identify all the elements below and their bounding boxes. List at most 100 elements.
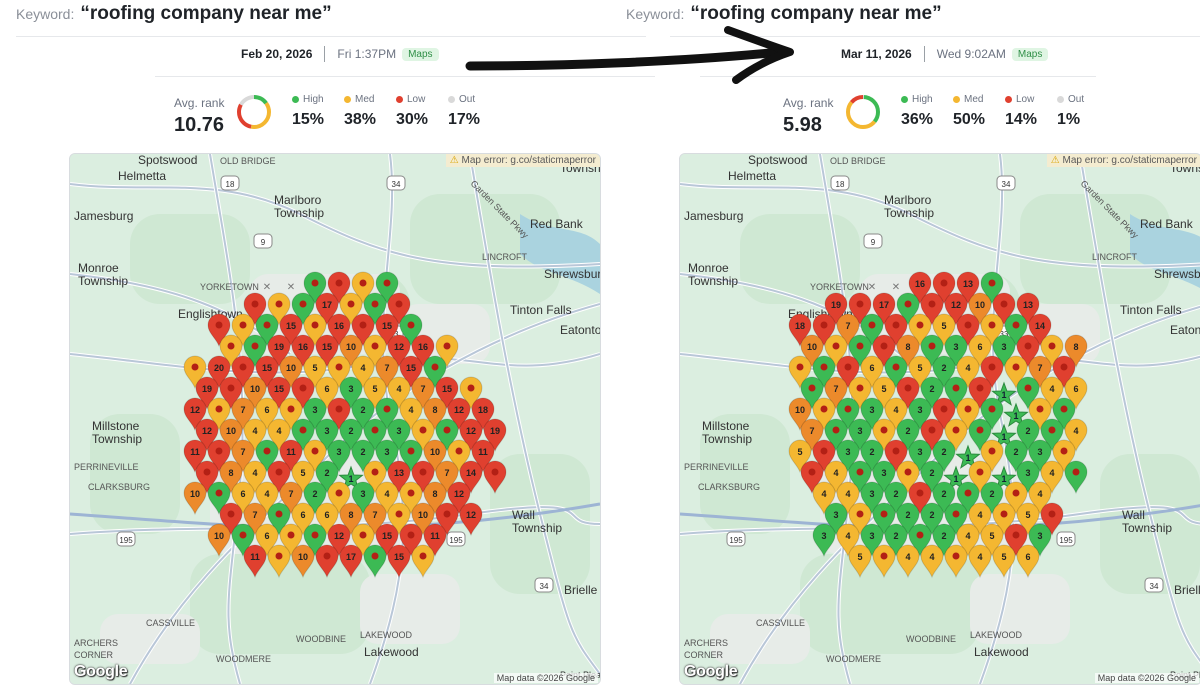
map-canvas[interactable]: Spotswood OLD BRIDGE Helmetta Jamesburg Marl… bbox=[70, 154, 600, 684]
rank-pin: 7 bbox=[279, 481, 303, 516]
svg-text:3: 3 bbox=[1037, 531, 1042, 541]
svg-text:14: 14 bbox=[466, 468, 476, 478]
rank-pin: 15 bbox=[255, 355, 279, 390]
scan-time: Fri 1:37PM bbox=[337, 47, 397, 61]
rank-pin: 3 bbox=[836, 439, 860, 474]
svg-text:2: 2 bbox=[360, 405, 365, 415]
rank-pin: 4 bbox=[956, 355, 980, 390]
place-label: PERRINEVILLE bbox=[684, 462, 749, 472]
place-label: Helmetta bbox=[728, 169, 776, 183]
park-area bbox=[90, 414, 180, 534]
stat-label: Med bbox=[344, 94, 376, 105]
stat-high: High 15% bbox=[292, 94, 324, 129]
place-label: WOODBINE bbox=[906, 634, 956, 644]
rank-pin: 11 bbox=[279, 439, 303, 474]
rank-pin bbox=[812, 313, 836, 348]
rank-pin: 4 bbox=[968, 544, 992, 579]
rank-pin bbox=[872, 418, 896, 453]
rank-pin: 10 bbox=[291, 544, 315, 579]
svg-text:2: 2 bbox=[360, 447, 365, 457]
geogrid-map[interactable]: Spotswood OLD BRIDGE Helmetta Jamesburg Marl… bbox=[69, 153, 601, 685]
svg-text:3: 3 bbox=[336, 447, 341, 457]
rank-pin bbox=[968, 460, 992, 495]
rank-pin bbox=[956, 481, 980, 516]
svg-text:3: 3 bbox=[869, 531, 874, 541]
rank-pin: 18 bbox=[471, 397, 495, 432]
svg-text:4: 4 bbox=[1037, 489, 1042, 499]
svg-text:10: 10 bbox=[795, 405, 805, 415]
park-area bbox=[1100, 454, 1200, 594]
rank-pin: 8 bbox=[896, 334, 920, 369]
route-shield-icon: 9 bbox=[863, 233, 883, 249]
svg-text:5: 5 bbox=[372, 384, 377, 394]
rank-pin: 8 bbox=[339, 502, 363, 537]
stat-label: Med bbox=[953, 94, 985, 105]
route-shield-icon: 18 bbox=[220, 175, 240, 191]
rank-pin: 3 bbox=[1028, 523, 1052, 558]
rank-pin: 16 bbox=[908, 271, 932, 306]
donut-segment-med bbox=[846, 95, 880, 129]
route-shield-icon: 195 bbox=[116, 531, 136, 547]
rank-pin: 17 bbox=[339, 544, 363, 579]
svg-text:4: 4 bbox=[845, 531, 850, 541]
place-label: LINCROFT bbox=[482, 252, 528, 262]
map-attribution[interactable]: Map data ©2026 Google bbox=[1094, 673, 1199, 683]
rank-pin bbox=[908, 523, 932, 558]
svg-text:7: 7 bbox=[288, 489, 293, 499]
rank-pin: 16 bbox=[291, 334, 315, 369]
rank-pin bbox=[363, 334, 387, 369]
svg-text:11: 11 bbox=[190, 447, 200, 457]
svg-text:5: 5 bbox=[917, 363, 922, 373]
legend-dot bbox=[292, 95, 299, 103]
map-attribution[interactable]: Map data ©2026 Google bbox=[493, 673, 598, 683]
rank-pin: 2 bbox=[932, 439, 956, 474]
place-label: Jamesburg bbox=[684, 209, 743, 223]
place-label: Eatontown bbox=[1170, 323, 1200, 337]
rank-pin bbox=[423, 355, 447, 390]
rank-pin bbox=[848, 376, 872, 411]
svg-text:3: 3 bbox=[360, 489, 365, 499]
rank-pin bbox=[980, 271, 1004, 306]
svg-text:2: 2 bbox=[905, 426, 910, 436]
geogrid-map[interactable]: Spotswood OLD BRIDGE Helmetta Jamesburg Marl… bbox=[679, 153, 1200, 685]
stat-percent: 17% bbox=[448, 111, 481, 128]
scan-time: Wed 9:02AM bbox=[936, 47, 1006, 61]
svg-text:7: 7 bbox=[444, 468, 449, 478]
place-label: Shrewsbury bbox=[1154, 267, 1200, 281]
stat-percent: 36% bbox=[901, 111, 934, 128]
svg-text:19: 19 bbox=[202, 384, 212, 394]
avg-rank-value: 5.98 bbox=[783, 114, 822, 136]
top-rank-star-icon: 1 bbox=[1003, 402, 1029, 427]
svg-text:7: 7 bbox=[833, 384, 838, 394]
svg-text:5: 5 bbox=[989, 531, 994, 541]
rank-pin bbox=[896, 292, 920, 327]
place-label: ARCHERS bbox=[684, 638, 728, 648]
rank-pin bbox=[812, 439, 836, 474]
rank-pin bbox=[399, 523, 423, 558]
svg-text:7: 7 bbox=[845, 321, 850, 331]
svg-text:7: 7 bbox=[420, 384, 425, 394]
rank-pin: 10 bbox=[968, 292, 992, 327]
route-shield-icon: 195 bbox=[446, 531, 466, 547]
rank-pin bbox=[327, 271, 351, 306]
rank-pin bbox=[1028, 397, 1052, 432]
rank-pin bbox=[848, 502, 872, 537]
legend-dot bbox=[901, 95, 908, 103]
svg-text:4: 4 bbox=[1049, 468, 1054, 478]
map-canvas[interactable]: Spotswood OLD BRIDGE Helmetta Jamesburg Marl… bbox=[680, 154, 1200, 684]
avg-rank-label: Avg. rank bbox=[783, 96, 834, 110]
place-label: CLARKSBURG bbox=[698, 482, 760, 492]
rank-pin bbox=[315, 544, 339, 579]
svg-text:4: 4 bbox=[977, 552, 982, 562]
svg-text:5: 5 bbox=[1025, 510, 1030, 520]
rank-pin: 4 bbox=[896, 544, 920, 579]
svg-text:19: 19 bbox=[831, 300, 841, 310]
rank-pin bbox=[207, 397, 231, 432]
stat-percent: 38% bbox=[344, 111, 377, 128]
rank-pin: 6 bbox=[1016, 544, 1040, 579]
svg-text:10: 10 bbox=[214, 531, 224, 541]
comparison-arrow bbox=[465, 26, 794, 84]
place-label: Red Bank bbox=[1140, 217, 1194, 231]
rank-pin: 5 bbox=[291, 460, 315, 495]
rank-pin bbox=[435, 502, 459, 537]
